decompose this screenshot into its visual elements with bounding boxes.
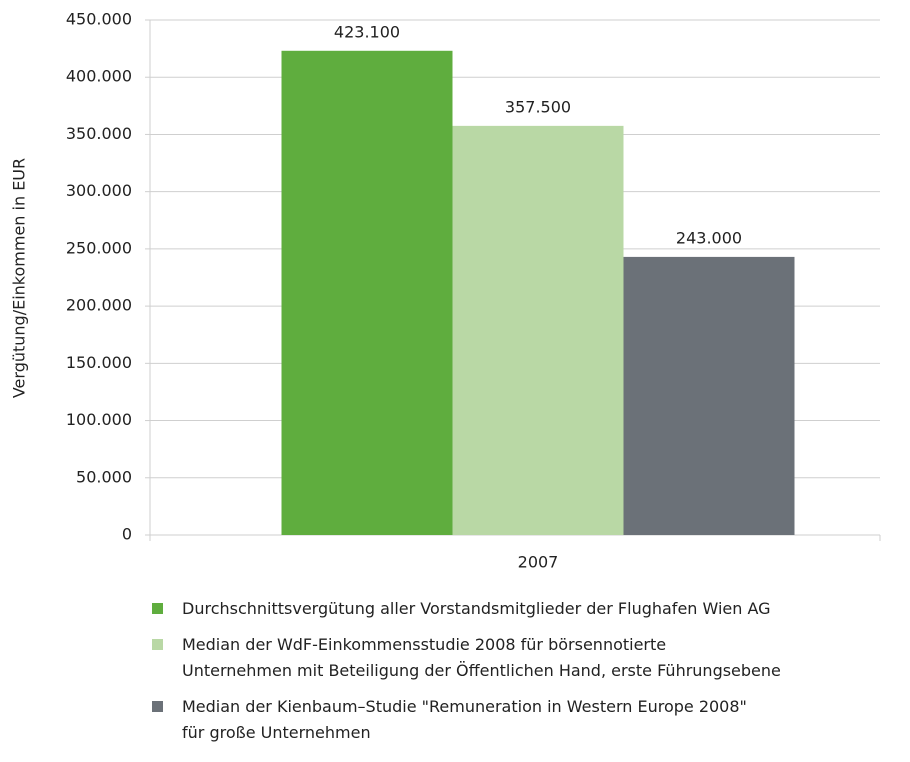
value-label: 243.000 xyxy=(676,228,742,247)
y-tick-label: 300.000 xyxy=(66,181,132,200)
chart: Vergütung/Einkommen in EUR 0 50.000 100.00… xyxy=(10,10,881,572)
legend-label: Durchschnittsvergütung aller Vorstandsmi… xyxy=(182,599,771,618)
value-label: 357.500 xyxy=(505,97,571,116)
legend-item: Median der Kienbaum–Studie "Remuneration… xyxy=(150,694,900,746)
y-tick-label: 400.000 xyxy=(66,67,132,86)
legend-swatch xyxy=(152,603,163,614)
legend-label: Median der Kienbaum–Studie "Remuneration… xyxy=(182,697,747,742)
y-tick-label: 0 xyxy=(122,525,132,544)
bar xyxy=(623,256,795,535)
legend-swatch xyxy=(152,701,163,712)
bar xyxy=(281,50,453,536)
y-tick-label: 50.000 xyxy=(76,467,132,486)
y-tick-label: 450.000 xyxy=(66,10,132,29)
legend-label: Median der WdF-Einkommensstudie 2008 für… xyxy=(182,635,781,680)
legend-item: Median der WdF-Einkommensstudie 2008 für… xyxy=(150,632,900,684)
legend-item: Durchschnittsvergütung aller Vorstandsmi… xyxy=(150,596,900,622)
x-tick-label: 2007 xyxy=(518,553,559,572)
value-label: 423.100 xyxy=(334,22,400,41)
legend: Durchschnittsvergütung aller Vorstandsmi… xyxy=(150,596,900,756)
bar xyxy=(452,125,624,535)
y-tick-label: 150.000 xyxy=(66,353,132,372)
legend-swatch xyxy=(152,639,163,650)
y-tick-label: 200.000 xyxy=(66,296,132,315)
y-tick-label: 100.000 xyxy=(66,410,132,429)
y-tick-label: 350.000 xyxy=(66,124,132,143)
y-tick-label: 250.000 xyxy=(66,238,132,257)
y-axis-label: Vergütung/Einkommen in EUR xyxy=(10,158,29,398)
